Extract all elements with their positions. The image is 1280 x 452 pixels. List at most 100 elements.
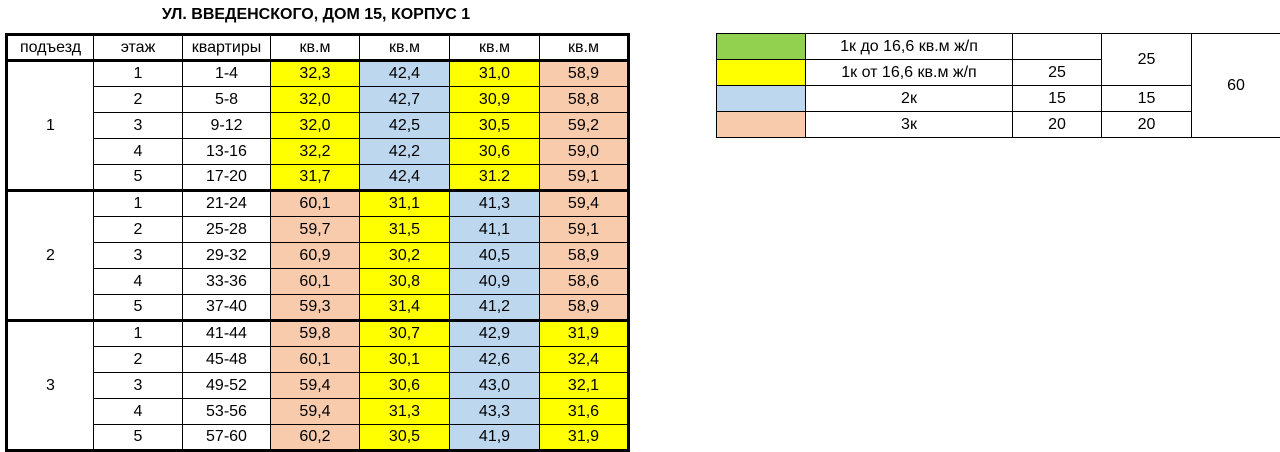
area-cell: 59,2 bbox=[539, 112, 629, 139]
area-cell: 31,7 bbox=[270, 164, 360, 191]
area-cell: 32,0 bbox=[270, 86, 360, 113]
area-cell: 32,0 bbox=[270, 112, 360, 139]
legend-label: 3к bbox=[805, 111, 1013, 138]
area-cell: 41,9 bbox=[449, 424, 540, 451]
area-cell: 60,1 bbox=[270, 268, 360, 295]
color-swatch bbox=[716, 85, 806, 112]
area-cell: 32,2 bbox=[270, 138, 360, 165]
area-cell: 42,9 bbox=[449, 319, 540, 347]
apartments-cell: 29-32 bbox=[182, 242, 271, 269]
area-cell: 40,5 bbox=[449, 242, 540, 269]
area-cell: 42,5 bbox=[359, 112, 450, 139]
area-cell: 58,9 bbox=[539, 242, 629, 269]
area-cell: 30,6 bbox=[359, 372, 450, 399]
table-row: 2 25-28 59,7 31,5 41,1 59,1 bbox=[7, 216, 629, 243]
area-cell: 43,3 bbox=[449, 398, 540, 425]
header-cell: кв.м bbox=[270, 34, 360, 61]
area-cell: 40,9 bbox=[449, 268, 540, 295]
table-row: 1 1 1-4 32,3 42,4 31,0 58,9 bbox=[6, 59, 629, 191]
area-cell: 31,9 bbox=[539, 424, 629, 451]
legend-count: 25 bbox=[1012, 59, 1102, 86]
header-cell: кв.м bbox=[539, 34, 629, 61]
table-row: 3 29-32 60,9 30,2 40,5 58,9 bbox=[7, 242, 629, 269]
area-cell: 42,6 bbox=[449, 346, 540, 373]
floor-cell: 2 bbox=[93, 86, 183, 113]
apartments-cell: 37-40 bbox=[182, 294, 271, 321]
apartments-cell: 17-20 bbox=[182, 164, 271, 191]
area-cell: 60,9 bbox=[270, 242, 360, 269]
header-row: подъезд этаж квартиры кв.м кв.м кв.м кв.м bbox=[6, 34, 629, 61]
area-cell: 30,7 bbox=[359, 319, 450, 347]
area-cell: 58,9 bbox=[539, 59, 629, 87]
table-row: 4 33-36 60,1 30,8 40,9 58,6 bbox=[7, 268, 629, 295]
legend-count bbox=[1012, 33, 1102, 60]
apartments-cell: 25-28 bbox=[182, 216, 271, 243]
floor-cell: 5 bbox=[93, 294, 183, 321]
area-cell: 42,4 bbox=[359, 59, 450, 87]
area-cell: 30,6 bbox=[449, 138, 540, 165]
floor-cell: 2 bbox=[93, 346, 183, 373]
area-cell: 31,9 bbox=[539, 319, 629, 347]
sheet-title: УЛ. ВВЕДЕНСКОГО, ДОМ 15, КОРПУС 1 bbox=[161, 6, 471, 23]
legend-count: 15 bbox=[1012, 85, 1102, 112]
legend-count: 20 bbox=[1012, 111, 1102, 138]
apartments-cell: 5-8 bbox=[182, 86, 271, 113]
legend-row: 1к до 16,6 кв.м ж/п 25 60 bbox=[716, 33, 1280, 138]
area-cell: 58,9 bbox=[539, 294, 629, 321]
table-row: 5 17-20 31,7 42,4 31.2 59,1 bbox=[7, 164, 629, 191]
floor-cell: 5 bbox=[93, 424, 183, 451]
apartments-cell: 1-4 bbox=[182, 59, 271, 87]
area-cell: 41,2 bbox=[449, 294, 540, 321]
table-row: 3 1 41-44 59,8 30,7 42,9 31,9 bbox=[6, 319, 629, 451]
entrance-cell: 1 bbox=[6, 59, 94, 191]
area-cell: 59,4 bbox=[270, 372, 360, 399]
table-row: 3 9-12 32,0 42,5 30,5 59,2 bbox=[7, 112, 629, 139]
area-cell: 59,7 bbox=[270, 216, 360, 243]
floor-cell: 4 bbox=[93, 138, 183, 165]
area-cell: 31.2 bbox=[449, 164, 540, 191]
area-cell: 59,4 bbox=[539, 189, 629, 217]
table-row: 2 45-48 60,1 30,1 42,6 32,4 bbox=[7, 346, 629, 373]
color-swatch bbox=[716, 59, 806, 86]
header-cell: кв.м bbox=[449, 34, 540, 61]
apartments-cell: 13-16 bbox=[182, 138, 271, 165]
area-cell: 42,2 bbox=[359, 138, 450, 165]
legend-label: 2к bbox=[805, 85, 1013, 112]
area-cell: 60,1 bbox=[270, 346, 360, 373]
apartments-cell: 57-60 bbox=[182, 424, 271, 451]
table-row: 5 57-60 60,2 30,5 41,9 31,9 bbox=[7, 424, 629, 451]
entrance-cell: 2 bbox=[6, 189, 94, 321]
legend-row: 1к от 16,6 кв.м ж/п 25 bbox=[716, 59, 1280, 86]
apartments-cell: 41-44 bbox=[182, 319, 271, 347]
floor-cell: 2 bbox=[93, 216, 183, 243]
area-cell: 31,3 bbox=[359, 398, 450, 425]
header-cell: квартиры bbox=[182, 34, 271, 61]
table-row: 4 53-56 59,4 31,3 43,3 31,6 bbox=[7, 398, 629, 425]
legend-subtotal: 20 bbox=[1101, 111, 1192, 138]
area-cell: 30,2 bbox=[359, 242, 450, 269]
area-cell: 30,9 bbox=[449, 86, 540, 113]
legend-subtotal: 15 bbox=[1101, 85, 1192, 112]
apartment-table: подъезд этаж квартиры кв.м кв.м кв.м кв.м 1 1 1-4… bbox=[5, 33, 630, 452]
area-cell: 30,1 bbox=[359, 346, 450, 373]
table-row: 3 49-52 59,4 30,6 43,0 32,1 bbox=[7, 372, 629, 399]
area-cell: 59,1 bbox=[539, 216, 629, 243]
color-swatch bbox=[716, 111, 806, 138]
table-row: 2 1 21-24 60,1 31,1 41,3 59,4 bbox=[6, 189, 629, 321]
area-cell: 32,3 bbox=[270, 59, 360, 87]
floor-cell: 1 bbox=[93, 59, 183, 87]
area-cell: 59,8 bbox=[270, 319, 360, 347]
floor-cell: 4 bbox=[93, 268, 183, 295]
header-cell: подъезд bbox=[6, 34, 94, 61]
area-cell: 59,0 bbox=[539, 138, 629, 165]
legend-label: 1к до 16,6 кв.м ж/п bbox=[805, 33, 1013, 60]
area-cell: 32,1 bbox=[539, 372, 629, 399]
area-cell: 30,5 bbox=[449, 112, 540, 139]
color-swatch bbox=[716, 33, 806, 60]
floor-cell: 3 bbox=[93, 372, 183, 399]
area-cell: 60,1 bbox=[270, 189, 360, 217]
apartments-cell: 21-24 bbox=[182, 189, 271, 217]
one-room-subtotal: 25 bbox=[1101, 33, 1192, 86]
apartments-cell: 9-12 bbox=[182, 112, 271, 139]
